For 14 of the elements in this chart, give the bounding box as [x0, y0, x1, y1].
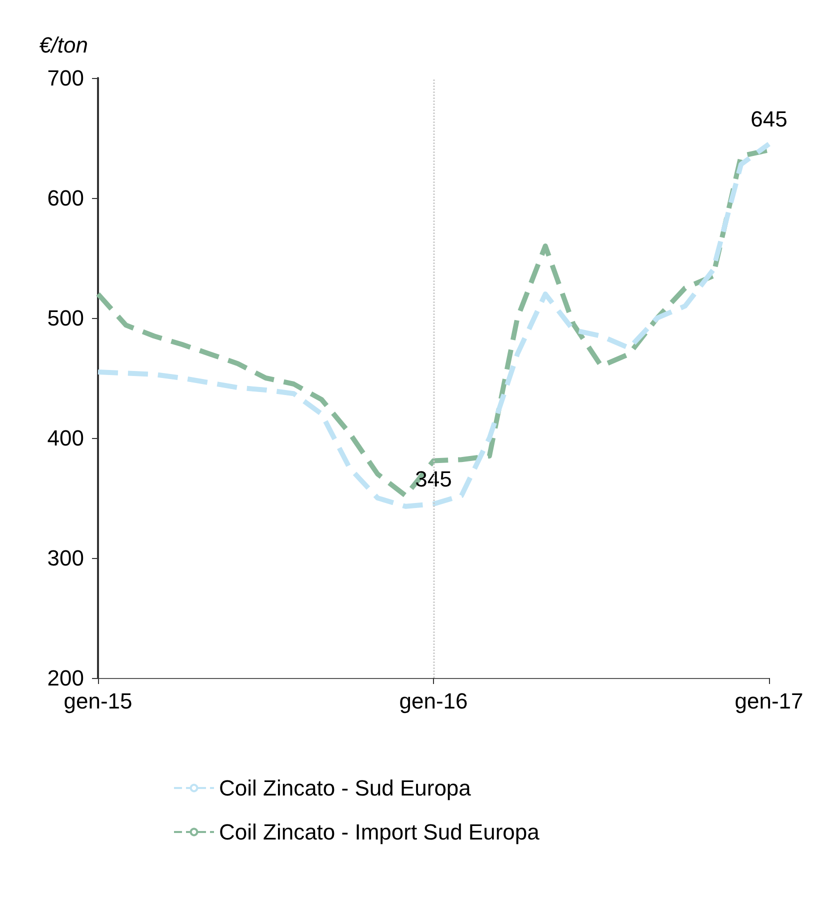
- y-tick-label: 500: [47, 306, 84, 330]
- y-tick-label: 200: [47, 666, 84, 690]
- x-tick-label: gen-17: [734, 688, 804, 714]
- legend-label: Coil Zincato - Sud Europa: [219, 776, 472, 800]
- legend-label: Coil Zincato - Import Sud Europa: [219, 820, 540, 844]
- y-tick-label: 600: [47, 186, 84, 210]
- x-tick-label: gen-15: [64, 688, 132, 714]
- y-tick-label: 400: [47, 426, 84, 450]
- y-tick-label: 300: [47, 546, 84, 570]
- data-label: 345: [415, 466, 452, 492]
- x-tick-label: gen-16: [399, 688, 468, 714]
- y-tick-label: 700: [47, 66, 84, 90]
- y-axis-title: €/ton: [39, 32, 88, 58]
- data-label: 645: [750, 106, 788, 132]
